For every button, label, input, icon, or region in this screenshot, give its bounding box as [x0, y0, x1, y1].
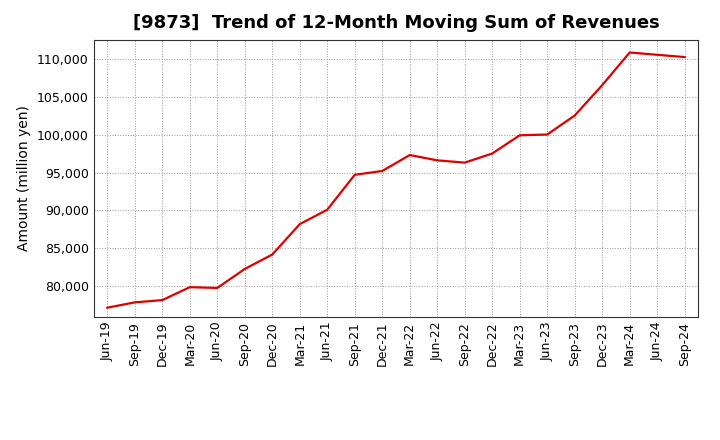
Y-axis label: Amount (million yen): Amount (million yen) [17, 105, 31, 251]
Title: [9873]  Trend of 12-Month Moving Sum of Revenues: [9873] Trend of 12-Month Moving Sum of R… [132, 15, 660, 33]
